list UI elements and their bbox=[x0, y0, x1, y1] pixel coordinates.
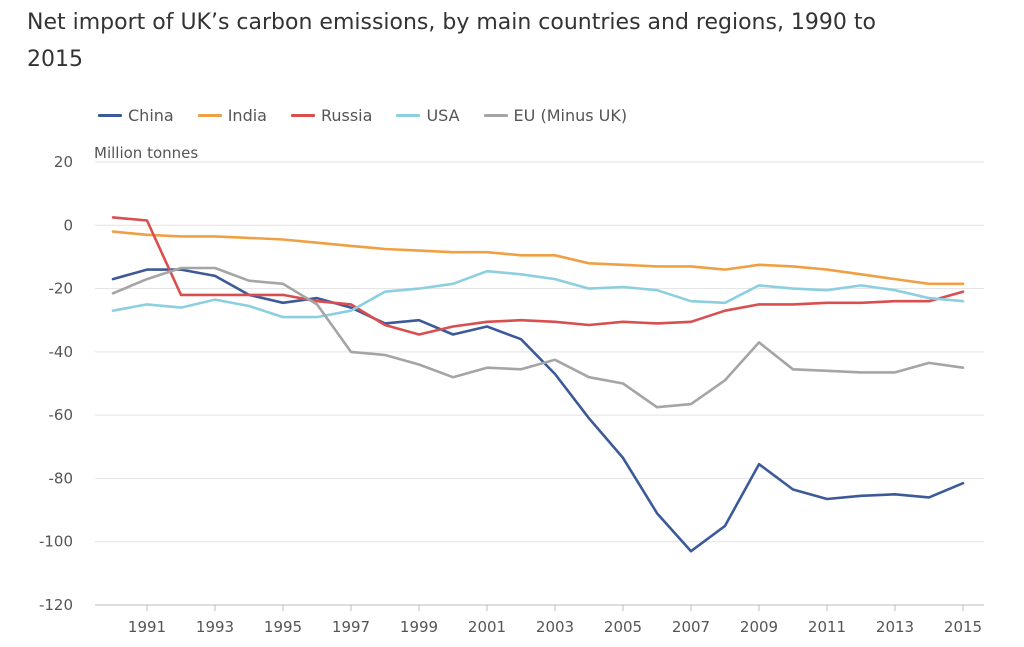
x-tick-label: 2001 bbox=[468, 618, 506, 636]
y-tick-label: -80 bbox=[49, 469, 74, 487]
chart-legend: China India Russia USA EU (Minus UK) bbox=[98, 104, 651, 126]
series-line-russia bbox=[111, 216, 965, 336]
y-axis-ticks: 20 0 -20 -40 -60 -80 -100 -120 bbox=[39, 153, 73, 614]
y-tick-label: 0 bbox=[63, 216, 73, 234]
series-line-china bbox=[111, 268, 965, 553]
legend-swatch bbox=[98, 113, 122, 117]
legend-label: EU (Minus UK) bbox=[513, 105, 628, 125]
x-tick-label: 2011 bbox=[808, 618, 846, 636]
legend-swatch bbox=[483, 113, 508, 117]
x-tick-label: 1991 bbox=[128, 618, 166, 636]
x-tick-label: 2009 bbox=[740, 618, 778, 636]
legend-swatch bbox=[396, 113, 421, 117]
legend-item-usa[interactable]: USA bbox=[396, 105, 460, 125]
gridlines bbox=[95, 161, 984, 543]
x-tick-label: 2013 bbox=[876, 618, 914, 636]
legend-item-eu-minus-uk[interactable]: EU (Minus UK) bbox=[483, 105, 628, 125]
legend-label: China bbox=[128, 105, 174, 125]
x-tick-label: 1997 bbox=[332, 618, 370, 636]
legend-label: India bbox=[227, 105, 267, 125]
x-tick-label: 2005 bbox=[604, 618, 642, 636]
series-lines bbox=[111, 216, 965, 553]
y-tick-label: -20 bbox=[49, 280, 74, 298]
x-tick-label: 2003 bbox=[536, 618, 574, 636]
legend-label: Russia bbox=[320, 105, 373, 125]
legend-item-china[interactable]: China bbox=[98, 106, 174, 125]
y-tick-label: 20 bbox=[54, 153, 73, 171]
legend-item-india[interactable]: India bbox=[197, 105, 267, 125]
y-axis-unit-label: Million tonnes bbox=[94, 144, 198, 162]
chart-title: Net import of UK’s carbon emissions, by … bbox=[27, 10, 876, 72]
x-tick-label: 1999 bbox=[400, 618, 438, 636]
y-tick-label: -40 bbox=[49, 343, 74, 361]
legend-label: USA bbox=[426, 105, 460, 125]
series-line-usa bbox=[111, 269, 965, 319]
x-tick-label: 2007 bbox=[672, 618, 710, 636]
x-tick-label: 1993 bbox=[196, 618, 234, 636]
series-line-eu-minus-uk bbox=[111, 266, 965, 409]
y-tick-label: -60 bbox=[49, 406, 74, 424]
x-axis: 1991 1993 1995 1997 1999 2001 2003 2005 2007 2009… bbox=[95, 604, 984, 636]
x-tick-label: 2015 bbox=[944, 618, 982, 636]
y-tick-label: -120 bbox=[39, 596, 73, 614]
legend-swatch bbox=[197, 113, 222, 117]
legend-swatch bbox=[290, 113, 315, 117]
y-tick-label: -100 bbox=[39, 533, 73, 551]
legend-item-russia[interactable]: Russia bbox=[290, 105, 373, 125]
x-tick-label: 1995 bbox=[264, 618, 302, 636]
series-line-india bbox=[111, 230, 965, 286]
